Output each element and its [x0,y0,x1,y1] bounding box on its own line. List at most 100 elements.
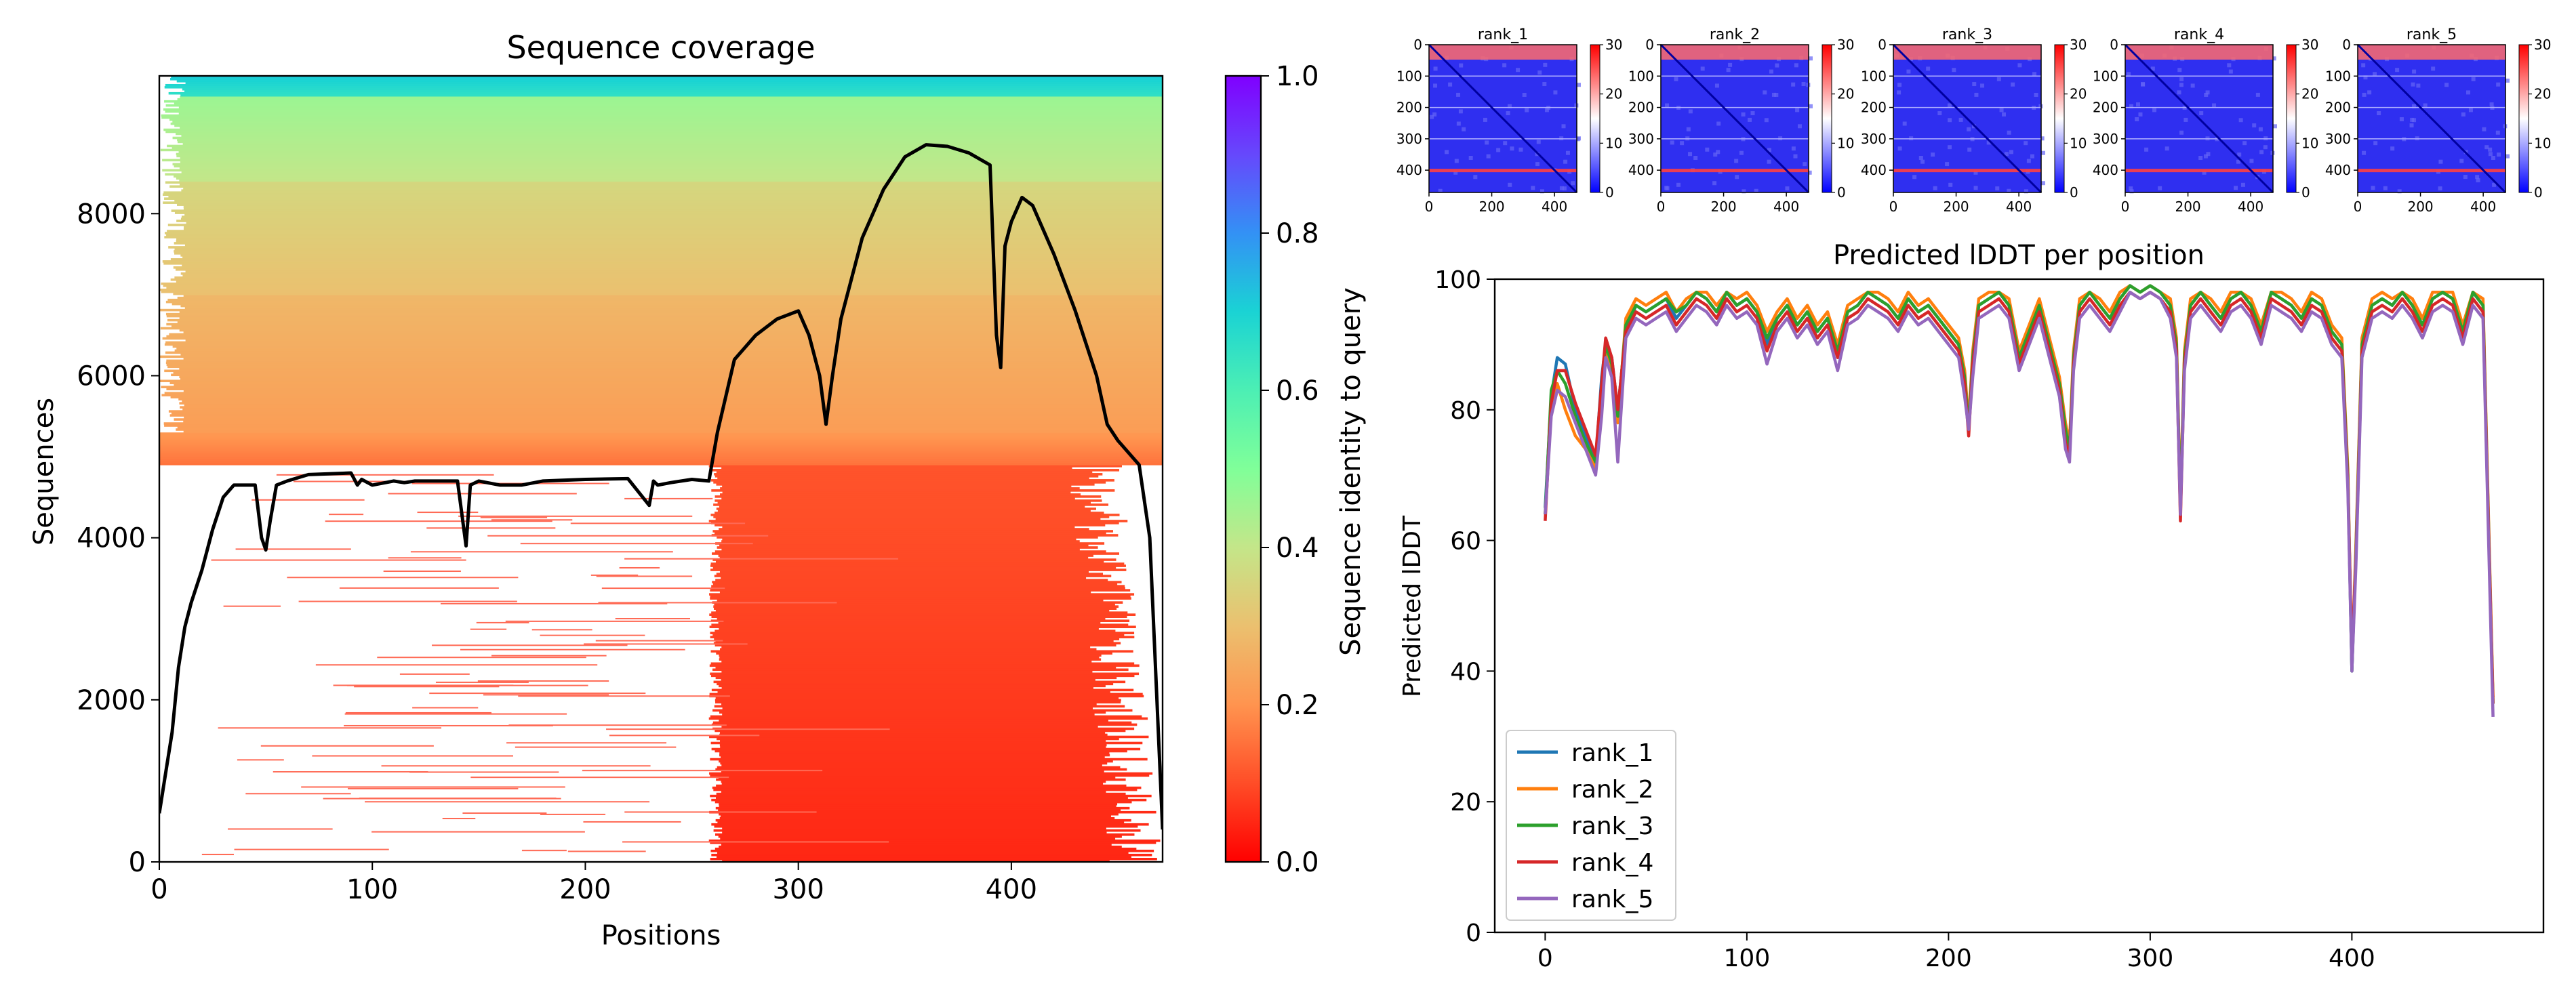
pae-y-tick-label: 100 [2325,68,2351,84]
pae-speckle [2399,117,2404,121]
coverage-heatmap [159,76,1163,862]
pae-speckle [2252,123,2257,128]
coverage-band-stripe [180,96,1163,99]
coverage-band-stripe [708,520,1128,522]
x-tick-label: 200 [559,874,611,905]
coverage-band-stripe [712,727,1135,730]
coverage-band-stripe [167,144,1163,148]
coverage-band-stripe [162,260,1163,263]
pae-speckle [2459,159,2464,163]
coverage-fragment [624,558,898,560]
pae-x-tick-label: 200 [1478,199,1504,215]
pae-speckle [1448,82,1453,87]
coverage-band-stripe [159,355,1163,358]
coverage-band-stripe [709,772,1153,775]
coverage-band-stripe [710,562,1125,565]
pae-y-tick-label: 200 [1861,100,1887,116]
coverage-band-stripe [170,122,1163,125]
pae-speckle [2034,92,2038,97]
pae-speckle [1571,181,1575,186]
coverage-band-stripe [184,89,1163,93]
pae-speckle [1775,63,1779,68]
pae-y-tick-label: 400 [1861,162,1887,178]
pae-speckle [2362,150,2367,155]
coverage-band-stripe [163,422,1163,425]
pae-x-tick-label: 0 [2121,199,2130,215]
coverage-band-stripe [715,729,1126,732]
pae-speckle [1764,118,1769,123]
coverage-colorbar: 0.0 0.2 0.4 0.6 0.8 1.0 [1224,61,1319,878]
pae-speckle [1664,186,1669,190]
coverage-band-stripe [176,238,1163,241]
coverage-band-stripe [176,428,1163,431]
coverage-band-stripe [709,693,1143,696]
pae-speckle [1444,150,1449,154]
coverage-band-stripe [179,375,1163,379]
pae-speckle [2492,182,2497,187]
coverage-band-stripe [716,796,1128,800]
pae-speckle [1705,147,1710,152]
pae-speckle [1539,189,1544,194]
coverage-fragment [417,512,479,514]
coverage-fragment [442,817,476,819]
coverage-band-stripe [715,833,1135,836]
coverage-band-stripe [180,157,1163,160]
coverage-band-stripe [169,118,1163,121]
coverage-fragment [596,575,693,577]
pae-speckle [2024,189,2028,194]
coverage-band-stripe [161,116,1163,119]
coverage-fragment [346,684,588,686]
pae-colorbar-tick-label: 0 [2070,184,2078,201]
pae-speckle [1767,148,1771,152]
coverage-band-stripe [720,762,1108,765]
pae-speckle [1973,186,1978,190]
pae-speckle [2362,92,2367,97]
pae-speckle [1906,69,1911,74]
coverage-x-label: Positions [601,920,721,951]
pae-speckle [1937,111,1942,116]
coverage-band-stripe [179,179,1163,182]
coverage-band-stripe [712,786,1142,789]
coverage-fragment [477,680,609,682]
coverage-band-stripe [719,731,1106,735]
pae-x-tick-label: 0 [2354,199,2362,215]
pae-speckle [2024,141,2028,146]
coverage-band-stripe [174,252,1163,255]
coverage-band-stripe [711,723,1138,726]
coverage-fragment [377,657,586,659]
coverage-band-stripe [711,534,1119,537]
coverage-band-stripe [185,339,1163,342]
coverage-band-stripe [174,211,1163,214]
colorbar-gradient [1224,75,1262,863]
coverage-band-stripe [712,668,1129,671]
coverage-band-stripe [167,230,1163,232]
coverage-band-stripe [710,857,1157,861]
coverage-band-stripe [712,581,1122,583]
coverage-fragment [237,759,284,761]
pae-colorbar-tick-label: 20 [2301,86,2318,102]
colorbar-label: Sequence identity to query [1335,287,1367,656]
coverage-band-stripe [720,814,1111,818]
coverage-band-stripe [160,148,1163,152]
coverage-band-stripe [174,102,1163,105]
pae-x-tick-label: 0 [1889,199,1898,215]
coverage-fragment [590,574,639,576]
pae-speckle [1808,56,1813,61]
pae-speckle [1688,152,1693,157]
pae-speckle [1735,175,1739,180]
pae-speckle [1767,159,1771,164]
coverage-band-stripe [180,126,1163,129]
pae-frame [2125,44,2274,193]
coverage-band-stripe [715,579,1108,581]
pae-speckle [1459,63,1464,68]
pae-frame [1428,44,1577,193]
coverage-band-stripe [709,664,1140,667]
legend-label: rank_1 [1571,739,1653,767]
pae-speckle [2152,108,2157,112]
coverage-band-stripe [719,804,1116,808]
coverage-fragment [435,681,529,683]
coverage-band-stripe [177,98,1163,101]
pae-speckle [1967,127,1971,131]
pae-speckle [1712,181,1717,186]
pae-diagonal [2124,43,2274,194]
